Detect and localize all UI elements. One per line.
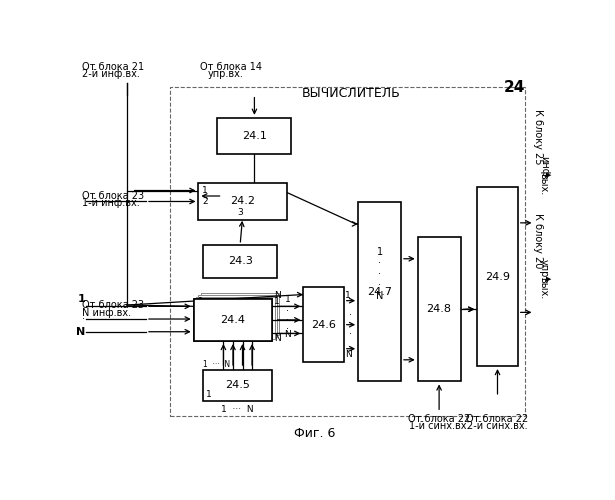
Text: 1-й синх.вх.: 1-й синх.вх. <box>409 421 469 431</box>
Text: ВЫЧИСЛИТЕЛЬ: ВЫЧИСЛИТЕЛЬ <box>301 88 400 101</box>
Bar <box>200 293 279 336</box>
Text: ·
·
·: · · · <box>349 310 352 339</box>
Bar <box>170 87 525 416</box>
Text: N инф.вх.: N инф.вх. <box>82 308 131 318</box>
Text: От блока 22: От блока 22 <box>408 414 470 424</box>
Bar <box>418 237 461 382</box>
Bar <box>194 298 272 341</box>
Bar <box>203 245 277 278</box>
Text: 1: 1 <box>274 296 279 306</box>
Text: N: N <box>345 350 352 359</box>
Text: От блока 14: От блока 14 <box>200 62 262 72</box>
Bar <box>218 118 292 154</box>
Text: От блока 22: От блока 22 <box>466 414 529 424</box>
Text: 24.1: 24.1 <box>242 131 267 141</box>
Text: N: N <box>274 290 281 300</box>
Text: 24.9: 24.9 <box>485 272 510 281</box>
Text: 3: 3 <box>238 208 244 216</box>
Text: К блоку 25: К блоку 25 <box>533 110 543 165</box>
Text: вых.: вых. <box>538 277 548 299</box>
Text: N: N <box>76 327 85 337</box>
Text: От блока 23: От блока 23 <box>82 190 144 200</box>
Text: N: N <box>274 334 280 343</box>
Text: инф.: инф. <box>539 156 549 180</box>
Text: 2-й синх.вх.: 2-й синх.вх. <box>467 421 528 431</box>
Text: 24: 24 <box>504 80 525 94</box>
Text: 2: 2 <box>202 197 208 206</box>
Bar <box>358 202 401 382</box>
Text: 1: 1 <box>77 294 85 304</box>
Text: 1: 1 <box>205 390 212 399</box>
Text: 1: 1 <box>202 186 208 195</box>
Bar <box>199 295 277 337</box>
Text: 2: 2 <box>197 301 203 310</box>
Text: 2-й инф.вх.: 2-й инф.вх. <box>82 70 140 80</box>
Text: 1  ···  N: 1 ··· N <box>221 404 254 413</box>
Text: ·
·
·: · · · <box>286 306 289 334</box>
Text: 24.4: 24.4 <box>220 315 245 325</box>
Text: От блока 21: От блока 21 <box>82 62 144 72</box>
Text: 1: 1 <box>285 294 291 304</box>
Text: Фиг. 6: Фиг. 6 <box>295 428 336 440</box>
Text: К блоку 20: К блоку 20 <box>533 214 543 268</box>
Text: 24.4: 24.4 <box>220 315 245 325</box>
Text: 2: 2 <box>197 310 203 318</box>
Text: 24.2: 24.2 <box>230 196 255 206</box>
Bar <box>303 287 344 362</box>
Text: 24.7: 24.7 <box>367 287 392 297</box>
Text: упр.: упр. <box>539 259 549 280</box>
Text: 1: 1 <box>345 290 351 300</box>
Bar <box>203 370 272 400</box>
Text: 24.5: 24.5 <box>225 380 250 390</box>
Text: 24.6: 24.6 <box>311 320 336 330</box>
Text: 1  ···  N: 1 ··· N <box>203 360 230 369</box>
Text: вых.: вых. <box>538 173 548 195</box>
Bar <box>199 183 287 220</box>
Text: 24.3: 24.3 <box>228 256 253 266</box>
Text: ·
·
·: · · · <box>82 305 85 333</box>
Text: 1-й инф.вх.: 1-й инф.вх. <box>82 198 140 208</box>
Bar <box>194 298 272 341</box>
Text: 24.8: 24.8 <box>427 304 451 314</box>
Text: упр.вх.: упр.вх. <box>208 70 244 80</box>
Text: 1: 1 <box>197 296 203 306</box>
Text: ▶: ▶ <box>546 276 552 282</box>
Text: ▶: ▶ <box>546 172 552 178</box>
Text: 1: 1 <box>228 332 234 340</box>
Bar <box>196 297 275 339</box>
Text: N: N <box>284 330 291 340</box>
Text: От блока 23: От блока 23 <box>82 300 144 310</box>
Bar <box>477 187 518 366</box>
Text: 1
·
·
·
N: 1 · · · N <box>376 248 383 300</box>
